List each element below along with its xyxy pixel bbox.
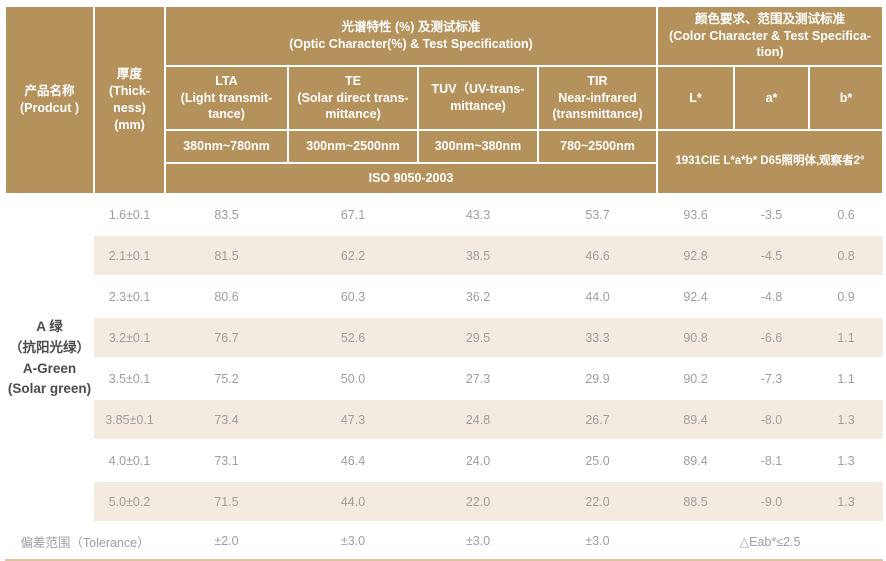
tir-value: 33.3 <box>538 316 657 359</box>
header-l-star: L* <box>656 65 735 131</box>
thickness-cell: 3.85±0.1 <box>94 398 165 441</box>
a-value: -9.0 <box>734 480 809 523</box>
te-value: 50.0 <box>288 358 418 399</box>
b-value: 1.3 <box>809 398 884 441</box>
tir-value: 22.0 <box>538 480 657 523</box>
header-range-te: 300nm~2500nm <box>287 129 419 164</box>
tolerance-eab: △Eab*≤2.5 <box>657 522 884 561</box>
l-value: 89.4 <box>657 440 734 481</box>
te-value: 47.3 <box>288 398 418 441</box>
tolerance-te: ±3.0 <box>288 522 418 561</box>
table-row: 5.0±0.2 71.5 44.0 22.0 22.0 88.5 -9.0 1.… <box>5 480 884 523</box>
lta-value: 75.2 <box>165 358 288 399</box>
header-lta: LTA (Light transmit- tance) <box>164 65 289 131</box>
tuv-value: 27.3 <box>418 358 538 399</box>
a-value: -7.3 <box>734 358 809 399</box>
tuv-value: 38.5 <box>418 234 538 277</box>
table-row: 3.85±0.1 73.4 47.3 24.8 26.7 89.4 -8.0 1… <box>5 398 884 441</box>
header-color-group: 颜色要求、范围及测试标准 (Color Character & Test Spe… <box>655 5 885 67</box>
tir-value: 53.7 <box>538 194 657 235</box>
te-value: 44.0 <box>288 480 418 523</box>
header-product-name: 产品名称 (Prodcut ) <box>4 5 95 195</box>
header-iso-standard: ISO 9050-2003 <box>164 162 658 195</box>
b-value: 1.3 <box>809 480 884 523</box>
tir-value: 25.0 <box>538 440 657 481</box>
te-value: 46.4 <box>288 440 418 481</box>
tuv-value: 24.8 <box>418 398 538 441</box>
header-range-lta: 380nm~780nm <box>164 129 289 164</box>
spec-table-container: 产品名称 (Prodcut ) 厚度 (Thick- ness) (mm) 光谱… <box>4 5 885 561</box>
tolerance-label: 偏差范围（Tolerance） <box>5 522 165 561</box>
header-optic-group: 光谱特性 (%) 及测试标准 (Optic Character(%) & Tes… <box>164 5 658 67</box>
thickness-cell: 5.0±0.2 <box>94 480 165 523</box>
header-thickness: 厚度 (Thick- ness) (mm) <box>93 5 166 195</box>
te-value: 67.1 <box>288 194 418 235</box>
lta-value: 81.5 <box>165 234 288 277</box>
header-cie-standard: 1931CIE L*a*b* D65照明体,观察者2° <box>655 129 885 195</box>
tolerance-lta: ±2.0 <box>165 522 288 561</box>
optic-spec-table: 产品名称 (Prodcut ) 厚度 (Thick- ness) (mm) 光谱… <box>4 5 885 561</box>
header-range-tir: 780~2500nm <box>537 129 658 164</box>
thickness-cell: 3.5±0.1 <box>94 358 165 399</box>
a-value: -3.5 <box>734 194 809 235</box>
table-row: 4.0±0.1 73.1 46.4 24.0 25.0 89.4 -8.1 1.… <box>5 440 884 481</box>
tuv-value: 22.0 <box>418 480 538 523</box>
table-row: 3.5±0.1 75.2 50.0 27.3 29.9 90.2 -7.3 1.… <box>5 358 884 399</box>
l-value: 93.6 <box>657 194 734 235</box>
tolerance-row: 偏差范围（Tolerance） ±2.0 ±3.0 ±3.0 ±3.0 △Eab… <box>5 522 884 561</box>
table-row: 2.3±0.1 80.6 60.3 36.2 44.0 92.4 -4.8 0.… <box>5 276 884 317</box>
header-te: TE (Solar direct trans- mittance) <box>287 65 419 131</box>
tuv-value: 36.2 <box>418 276 538 317</box>
lta-value: 83.5 <box>165 194 288 235</box>
tir-value: 26.7 <box>538 398 657 441</box>
tuv-value: 24.0 <box>418 440 538 481</box>
lta-value: 73.4 <box>165 398 288 441</box>
table-row: 2.1±0.1 81.5 62.2 38.5 46.6 92.8 -4.5 0.… <box>5 234 884 277</box>
b-value: 0.6 <box>809 194 884 235</box>
lta-value: 73.1 <box>165 440 288 481</box>
a-value: -4.5 <box>734 234 809 277</box>
te-value: 60.3 <box>288 276 418 317</box>
l-value: 92.4 <box>657 276 734 317</box>
tir-value: 44.0 <box>538 276 657 317</box>
b-value: 1.1 <box>809 358 884 399</box>
table-row: 3.2±0.1 76.7 52.6 29.5 33.3 90.8 -6.6 1.… <box>5 316 884 359</box>
thickness-cell: 1.6±0.1 <box>94 194 165 235</box>
thickness-cell: 4.0±0.1 <box>94 440 165 481</box>
lta-value: 76.7 <box>165 316 288 359</box>
te-value: 62.2 <box>288 234 418 277</box>
te-value: 52.6 <box>288 316 418 359</box>
l-value: 92.8 <box>657 234 734 277</box>
b-value: 1.3 <box>809 440 884 481</box>
a-value: -8.0 <box>734 398 809 441</box>
thickness-cell: 2.3±0.1 <box>94 276 165 317</box>
tuv-value: 43.3 <box>418 194 538 235</box>
product-name-cell: A 绿 （抗阳光绿） A-Green (Solar green) <box>5 194 94 522</box>
a-value: -8.1 <box>734 440 809 481</box>
tolerance-tir: ±3.0 <box>538 522 657 561</box>
table-row: A 绿 （抗阳光绿） A-Green (Solar green) 1.6±0.1… <box>5 194 884 522</box>
header-tuv: TUV（UV-trans- mittance) <box>417 65 539 131</box>
b-value: 1.1 <box>809 316 884 359</box>
lta-value: 80.6 <box>165 276 288 317</box>
l-value: 88.5 <box>657 480 734 523</box>
a-value: -6.6 <box>734 316 809 359</box>
thickness-cell: 2.1±0.1 <box>94 234 165 277</box>
l-value: 90.2 <box>657 358 734 399</box>
header-b-star: b* <box>807 65 885 131</box>
lta-value: 71.5 <box>165 480 288 523</box>
a-value: -4.8 <box>734 276 809 317</box>
header-range-tuv: 300nm~380nm <box>417 129 539 164</box>
header-a-star: a* <box>733 65 810 131</box>
header-tir: TIR Near-infrared (transmittance) <box>537 65 658 131</box>
thickness-cell: 3.2±0.1 <box>94 316 165 359</box>
tuv-value: 29.5 <box>418 316 538 359</box>
l-value: 89.4 <box>657 398 734 441</box>
tolerance-tuv: ±3.0 <box>418 522 538 561</box>
tir-value: 29.9 <box>538 358 657 399</box>
tir-value: 46.6 <box>538 234 657 277</box>
l-value: 90.8 <box>657 316 734 359</box>
b-value: 0.8 <box>809 234 884 277</box>
b-value: 0.9 <box>809 276 884 317</box>
